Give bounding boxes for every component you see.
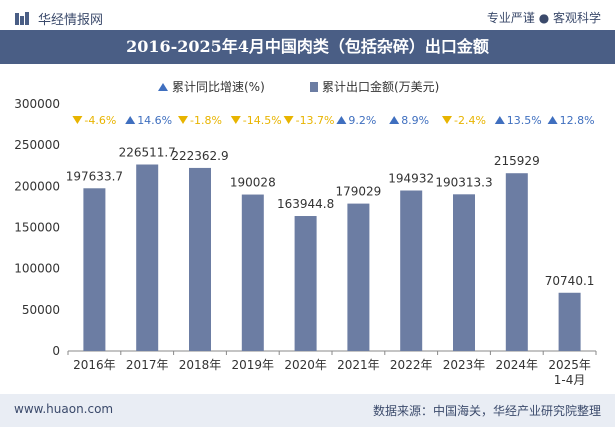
x-tick-label: 2021年 <box>337 358 380 372</box>
y-tick-label: 250000 <box>14 138 60 152</box>
legend-growth-label: 累计同比增速(%) <box>172 80 265 94</box>
growth-up-arrow-icon <box>125 116 136 124</box>
footer-url[interactable]: www.huaon.com <box>14 402 114 416</box>
bar <box>189 167 211 351</box>
legend: 累计同比增速(%) 累计出口金额(万美元) <box>158 79 439 94</box>
bar-value-label: 190313.3 <box>435 175 492 189</box>
growth-up-arrow-icon <box>389 116 400 124</box>
legend-amount-label: 累计出口金额(万美元) <box>322 79 439 94</box>
x-tick-label: 2019年 <box>232 358 275 372</box>
growth-down-arrow-icon <box>72 116 83 124</box>
bar-value-label: 190028 <box>230 176 276 190</box>
growth-label: -4.6% <box>84 114 116 127</box>
bar-value-label: 197633.7 <box>66 169 123 183</box>
chart-title: 2016-2025年4月中国肉类（包括杂碎）出口金额 <box>0 30 615 64</box>
growth-down-arrow-icon <box>442 116 452 124</box>
footer-source: 数据来源：中国海关，华经产业研究院整理 <box>372 404 601 418</box>
legend-growth-marker-icon <box>158 83 168 91</box>
growth-label: 12.8% <box>560 114 595 127</box>
slogan: 专业严谨 ● 客观科学 <box>486 11 601 25</box>
bar <box>558 292 581 351</box>
growth-down-arrow-icon <box>283 116 294 124</box>
x-tick-label: 2018年 <box>179 358 222 372</box>
x-tick-label: 2016年 <box>73 358 116 372</box>
bar <box>347 203 370 351</box>
x-tick-label: 2025年 <box>548 358 591 372</box>
growth-label: -2.4% <box>454 114 486 127</box>
growth-up-arrow-icon <box>547 116 558 124</box>
x-tick-label: 2022年 <box>390 358 433 372</box>
y-tick-label: 150000 <box>14 221 60 235</box>
growth-label: -13.7% <box>296 114 335 127</box>
bar <box>453 194 475 351</box>
bar-value-label: 163944.8 <box>277 197 334 211</box>
y-tick-label: 100000 <box>14 262 60 276</box>
brand-logo-icon <box>15 11 29 25</box>
y-tick-label: 50000 <box>22 303 60 317</box>
x-tick-label: 2020年 <box>284 358 327 372</box>
bar <box>241 194 264 351</box>
growth-label: -14.5% <box>243 114 282 127</box>
bar-value-label: 194932 <box>388 172 434 186</box>
x-tick-label: 2017年 <box>126 358 169 372</box>
growth-label: 9.2% <box>348 114 376 127</box>
footer: www.huaon.com 数据来源：中国海关，华经产业研究院整理 <box>0 394 615 427</box>
growth-up-arrow-icon <box>494 116 505 124</box>
chart: 累计同比增速(%) 累计出口金额(万美元) 0 50000 100000 150000 2… <box>14 79 597 387</box>
bar <box>136 164 159 351</box>
growth-down-arrow-icon <box>230 116 241 124</box>
growth-label: 13.5% <box>507 114 542 127</box>
brand-name: 华经情报网 <box>38 13 104 28</box>
bar <box>400 190 423 351</box>
bar-value-label: 70740.1 <box>545 274 595 288</box>
x-tick-label: 2023年 <box>443 358 486 372</box>
x-tick-label: 1-4月 <box>554 373 586 387</box>
y-tick-label: 200000 <box>14 179 60 193</box>
bar-value-label: 226511.7 <box>119 146 176 160</box>
y-tick-label: 300000 <box>14 97 60 111</box>
growth-label: 14.6% <box>137 114 172 127</box>
brand[interactable]: 华经情报网 <box>14 9 103 28</box>
growth-down-arrow-icon <box>178 116 188 124</box>
bars <box>83 164 581 351</box>
y-tick-label: 0 <box>52 344 60 358</box>
bar <box>294 216 317 351</box>
x-tick-label: 2024年 <box>496 358 539 372</box>
bar-value-label: 215929 <box>494 154 540 168</box>
growth-label: -1.8% <box>190 114 222 127</box>
axes: 0 50000 100000 150000 200000 250000 300000 2016… <box>14 97 597 387</box>
bar-value-label: 179029 <box>335 185 381 199</box>
bar <box>505 173 528 351</box>
data-labels: 197633.7 226511.7222362.9190028163944.817… <box>66 114 595 288</box>
legend-amount-swatch <box>310 82 318 92</box>
growth-up-arrow-icon <box>336 116 347 124</box>
growth-label: 8.9% <box>401 114 429 127</box>
bar <box>83 188 106 351</box>
bar-value-label: 222362.9 <box>171 149 228 163</box>
